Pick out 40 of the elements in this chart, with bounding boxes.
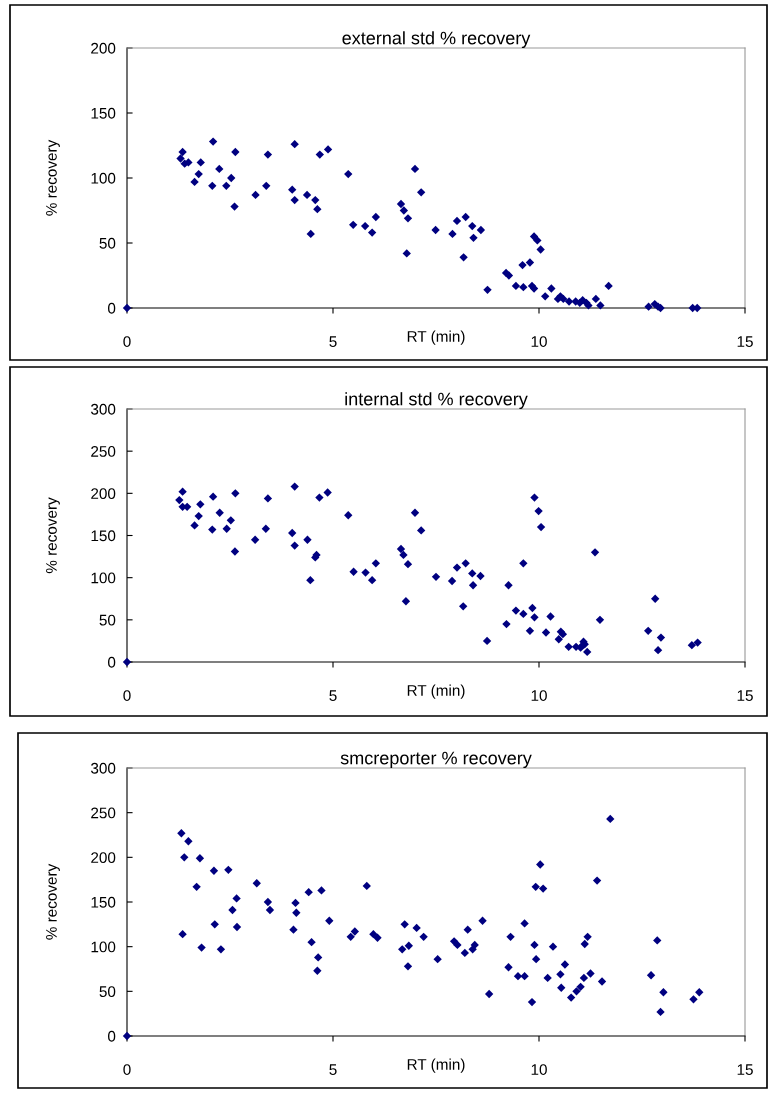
x-tick-label: 5 [329, 336, 337, 347]
x-tick-label: 15 [737, 690, 753, 701]
y-tick-label: 100 [91, 172, 116, 184]
x-tick-label: 0 [123, 1064, 131, 1075]
y-tick-label: 200 [91, 42, 116, 54]
y-tick-label: 200 [91, 852, 116, 864]
y-tick-label: 250 [91, 807, 116, 819]
x-tick-label: 15 [737, 336, 753, 347]
y-tick-label: 150 [91, 896, 116, 908]
y-tick-label: 300 [90, 762, 116, 774]
y-tick-label: 300 [90, 403, 116, 415]
y-tick-label: 100 [91, 941, 116, 953]
y-tick-label: 200 [91, 488, 116, 500]
y-tick-label: 50 [99, 237, 116, 249]
y-tick-label: 0 [107, 1030, 116, 1042]
x-tick-label: 5 [329, 1064, 337, 1075]
chart-title: internal std % recovery [345, 392, 528, 409]
y-tick-label: 0 [107, 302, 116, 314]
y-tick-label: 50 [99, 986, 116, 998]
y-tick-label: 0 [107, 656, 116, 668]
y-tick-label: 100 [91, 572, 116, 584]
x-tick-label: 5 [329, 690, 337, 701]
x-tick-label: 10 [531, 336, 547, 347]
y-tick-label: 150 [91, 107, 116, 119]
y-tick-label: 50 [99, 614, 116, 626]
x-tick-label: 15 [737, 1064, 753, 1075]
x-tick-label: 0 [123, 336, 131, 347]
y-axis-title: % recovery [46, 139, 60, 216]
y-tick-label: 250 [91, 446, 116, 457]
chart-title: external std % recovery [342, 31, 531, 48]
x-tick-label: 10 [531, 1064, 547, 1075]
chart-title: smcreporter % recovery [340, 751, 532, 768]
x-tick-label: 0 [123, 690, 131, 701]
x-tick-label: 10 [531, 690, 547, 701]
y-axis-title: % recovery [46, 497, 60, 574]
y-tick-label: 150 [91, 530, 116, 542]
x-axis-title: RT (min) [407, 684, 465, 699]
x-axis-title: RT (min) [407, 1058, 465, 1073]
y-axis-title: % recovery [46, 863, 60, 940]
x-axis-title: RT (min) [407, 330, 465, 345]
